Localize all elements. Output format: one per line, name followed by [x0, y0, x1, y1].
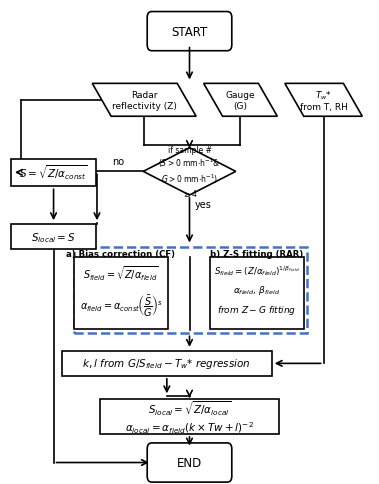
Text: $\alpha_{field},\,\beta_{field}$: $\alpha_{field},\,\beta_{field}$	[233, 284, 280, 297]
FancyBboxPatch shape	[100, 399, 279, 434]
Text: from $Z - G$ fitting: from $Z - G$ fitting	[217, 303, 296, 316]
Polygon shape	[143, 149, 236, 196]
Polygon shape	[285, 84, 362, 117]
Text: END: END	[177, 456, 202, 469]
Text: no: no	[112, 157, 124, 166]
Text: if sample #
$(S$$>$0 mm$\cdot$h$^{-1}$&
$G$$>$0 mm$\cdot$h$^{-1})$
$\geq$4: if sample # $(S$$>$0 mm$\cdot$h$^{-1}$& …	[158, 146, 221, 198]
FancyBboxPatch shape	[11, 225, 96, 250]
FancyBboxPatch shape	[62, 351, 272, 376]
Text: $S_{field} = (Z/\alpha_{field})^{1/\beta_{field}}$: $S_{field} = (Z/\alpha_{field})^{1/\beta…	[214, 264, 300, 278]
Text: $T_w$*
from T, RH: $T_w$* from T, RH	[300, 89, 348, 112]
Polygon shape	[92, 84, 196, 117]
Text: $S = \sqrt{Z/\alpha_{const}}$: $S = \sqrt{Z/\alpha_{const}}$	[19, 164, 88, 182]
FancyBboxPatch shape	[74, 258, 168, 329]
Text: $S_{local} = \sqrt{Z/\alpha_{local}}$
$\alpha_{local} = \alpha_{field}(k \times : $S_{local} = \sqrt{Z/\alpha_{local}}$ $\…	[125, 398, 254, 435]
Text: Radar
reflectivity (Z): Radar reflectivity (Z)	[112, 91, 177, 110]
Text: a) Bias correction (CF): a) Bias correction (CF)	[66, 249, 175, 258]
Text: $k, l$ from $G/S_{field} - T_w$* regression: $k, l$ from $G/S_{field} - T_w$* regress…	[82, 357, 251, 371]
FancyBboxPatch shape	[11, 159, 96, 187]
Polygon shape	[204, 84, 277, 117]
FancyBboxPatch shape	[147, 13, 232, 52]
Text: $\alpha_{field} = \alpha_{const}\!\left(\dfrac{\bar{S}}{G}\right)^{\!s}$: $\alpha_{field} = \alpha_{const}\!\left(…	[80, 293, 162, 318]
Text: $S_{local} = S$: $S_{local} = S$	[31, 230, 76, 244]
Text: b) Z-S fitting (RAR): b) Z-S fitting (RAR)	[210, 249, 303, 258]
Text: Gauge
(G): Gauge (G)	[226, 91, 255, 110]
Text: yes: yes	[195, 199, 212, 210]
Text: START: START	[171, 26, 208, 39]
FancyBboxPatch shape	[210, 258, 304, 329]
FancyBboxPatch shape	[74, 248, 307, 333]
Text: $S_{field} = \sqrt{Z/\alpha_{field}}$: $S_{field} = \sqrt{Z/\alpha_{field}}$	[83, 264, 159, 283]
FancyBboxPatch shape	[147, 443, 232, 482]
